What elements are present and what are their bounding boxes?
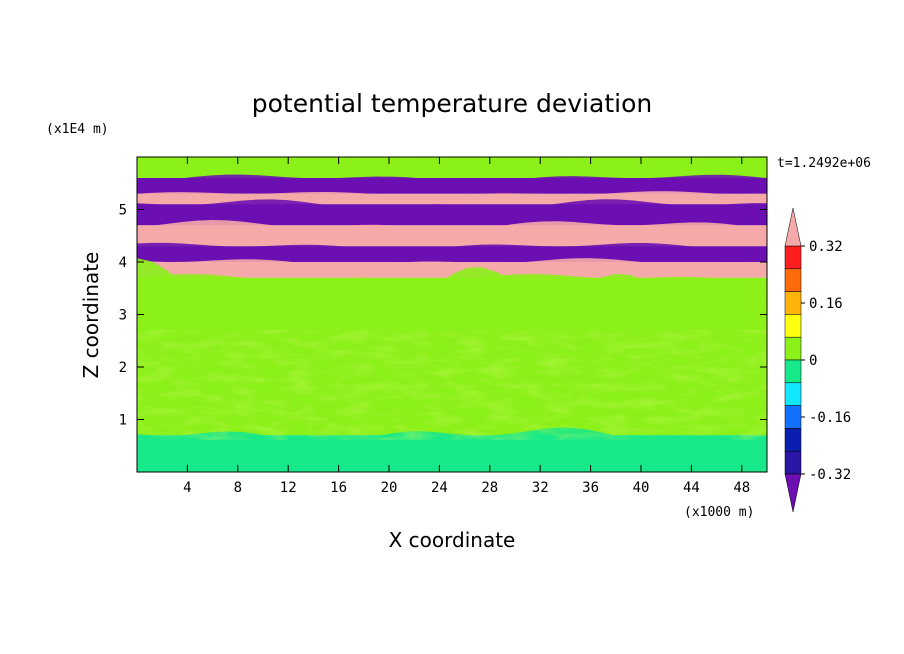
colorbar-segment <box>784 405 802 429</box>
colorbar-top-arrow <box>784 207 802 247</box>
x-tick-label: 44 <box>683 480 700 496</box>
contour-band-edge <box>137 258 767 278</box>
colorbar-segment <box>784 268 802 292</box>
x-tick-label: 16 <box>330 480 347 496</box>
contour-band-edge <box>137 242 767 262</box>
contour-band-edge <box>137 157 767 178</box>
x-axis: 4 8 12 16 20 24 28 32 36 40 44 48 <box>183 157 750 496</box>
colorbar-segment <box>784 314 802 338</box>
y-axis-label: Z coordinate <box>79 252 103 379</box>
x-tick-label: 8 <box>234 480 242 496</box>
colorbar-tick-label: -0.32 <box>809 467 851 483</box>
y-tick-label: 5 <box>119 203 127 219</box>
contour-field <box>137 157 767 472</box>
colorbar-segment <box>784 291 802 315</box>
colorbar-segment <box>784 428 802 452</box>
y-tick-label: 2 <box>119 360 127 376</box>
noise-texture <box>137 330 767 440</box>
x-tick-label: 40 <box>633 480 650 496</box>
colorbar-segment <box>784 336 802 361</box>
y-tick-label: 4 <box>119 255 127 271</box>
x-tick-label: 20 <box>381 480 398 496</box>
x-tick-label: 32 <box>532 480 549 496</box>
colorbar-segment <box>784 450 802 475</box>
contour-band-edge <box>137 174 767 194</box>
y-axis: 1 2 3 4 5 <box>119 203 767 429</box>
colorbar-tick-label: 0 <box>809 353 817 369</box>
chart-title: potential temperature deviation <box>252 89 652 118</box>
y-tick-label: 1 <box>119 413 127 429</box>
colorbar-segment <box>784 382 802 406</box>
colorbar-segment <box>784 245 802 270</box>
x-tick-label: 12 <box>280 480 297 496</box>
x-tick-label: 4 <box>183 480 191 496</box>
x-tick-label: 48 <box>733 480 750 496</box>
y-tick-label: 3 <box>119 308 127 324</box>
colorbar: 0.32 0.16 0 -0.16 -0.32 <box>784 207 851 513</box>
colorbar-segment <box>784 359 802 384</box>
colorbar-bottom-arrow <box>784 473 802 513</box>
colorbar-tick-label: 0.16 <box>809 296 843 312</box>
x-unit-label: (x1000 m) <box>684 505 754 520</box>
colorbar-tick-label: 0.32 <box>809 239 843 255</box>
x-tick-label: 28 <box>481 480 498 496</box>
contour-band-edge <box>137 220 767 247</box>
x-axis-label: X coordinate <box>389 528 516 552</box>
time-label: t=1.2492e+06 <box>777 156 871 171</box>
contour-band-edge <box>137 199 767 226</box>
colorbar-tick-label: -0.16 <box>809 410 851 426</box>
x-tick-label: 36 <box>582 480 599 496</box>
y-unit-label: (x1E4 m) <box>46 122 109 137</box>
x-tick-label: 24 <box>431 480 448 496</box>
